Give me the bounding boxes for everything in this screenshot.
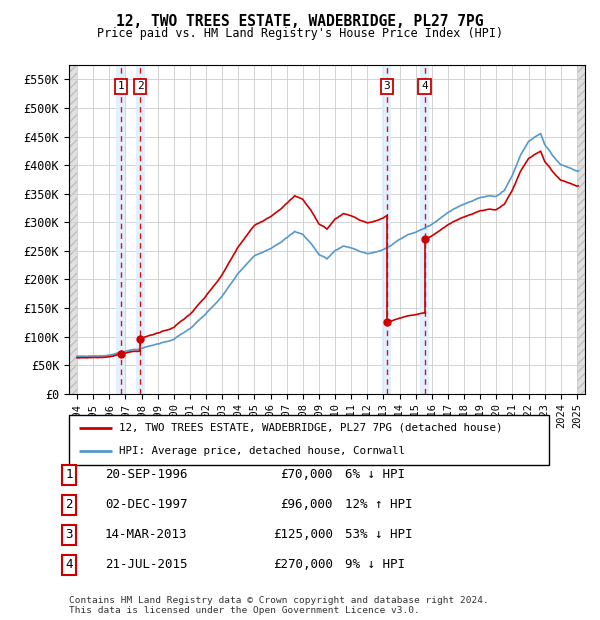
Text: £270,000: £270,000: [273, 559, 333, 572]
Text: 53% ↓ HPI: 53% ↓ HPI: [345, 528, 413, 541]
Text: Contains HM Land Registry data © Crown copyright and database right 2024.
This d: Contains HM Land Registry data © Crown c…: [69, 596, 489, 615]
Text: 2: 2: [65, 498, 73, 511]
Bar: [577, 65, 585, 394]
Text: £125,000: £125,000: [273, 528, 333, 541]
Text: HPI: Average price, detached house, Cornwall: HPI: Average price, detached house, Corn…: [119, 446, 406, 456]
Text: 21-JUL-2015: 21-JUL-2015: [105, 559, 187, 572]
Text: 02-DEC-1997: 02-DEC-1997: [105, 498, 187, 511]
Text: 14-MAR-2013: 14-MAR-2013: [105, 528, 187, 541]
Text: 9% ↓ HPI: 9% ↓ HPI: [345, 559, 405, 572]
Text: 2: 2: [137, 81, 143, 92]
Text: 12% ↑ HPI: 12% ↑ HPI: [345, 498, 413, 511]
Bar: [69, 65, 77, 394]
Bar: [116, 65, 125, 394]
Text: £70,000: £70,000: [281, 469, 333, 482]
Text: Price paid vs. HM Land Registry's House Price Index (HPI): Price paid vs. HM Land Registry's House …: [97, 27, 503, 40]
Text: 3: 3: [65, 528, 73, 541]
Text: 20-SEP-1996: 20-SEP-1996: [105, 469, 187, 482]
Text: 6% ↓ HPI: 6% ↓ HPI: [345, 469, 405, 482]
Text: 3: 3: [383, 81, 390, 92]
Text: 12, TWO TREES ESTATE, WADEBRIDGE, PL27 7PG (detached house): 12, TWO TREES ESTATE, WADEBRIDGE, PL27 7…: [119, 422, 503, 433]
Text: 12, TWO TREES ESTATE, WADEBRIDGE, PL27 7PG: 12, TWO TREES ESTATE, WADEBRIDGE, PL27 7…: [116, 14, 484, 29]
Bar: [420, 65, 429, 394]
Text: 4: 4: [65, 559, 73, 572]
Bar: [382, 65, 391, 394]
Text: 1: 1: [65, 469, 73, 482]
Text: £96,000: £96,000: [281, 498, 333, 511]
Text: 4: 4: [421, 81, 428, 92]
Bar: [136, 65, 145, 394]
Text: 1: 1: [118, 81, 124, 92]
